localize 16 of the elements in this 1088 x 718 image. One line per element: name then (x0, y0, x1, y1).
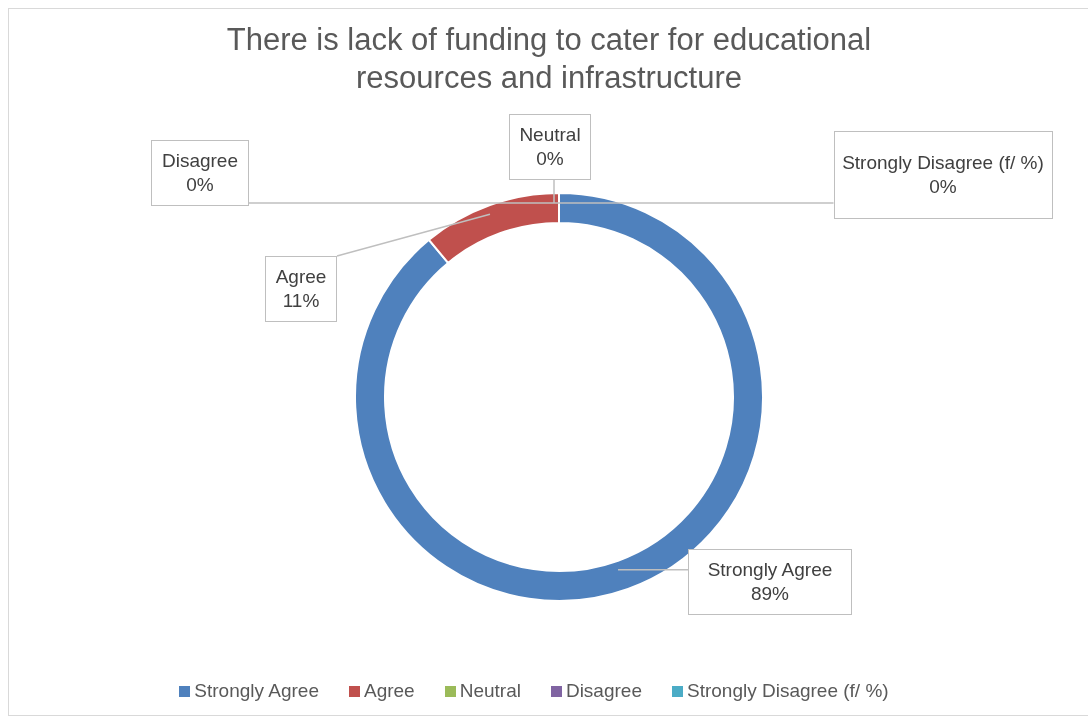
data-label: 89% (750, 582, 790, 606)
text: 0% (536, 148, 564, 169)
slice-label: Strongly Agree (707, 558, 833, 582)
legend-label: Strongly Agree (194, 680, 319, 701)
text: 0% (929, 176, 957, 197)
category-label: Neutral (519, 124, 581, 145)
legend-label: Disagree (565, 680, 642, 701)
data-label: 11% (282, 289, 320, 313)
legend-label: Neutral (459, 680, 521, 701)
category-label: Disagree (161, 150, 239, 171)
chart-title: There is lack of funding to cater for educational resources and infrastructure (225, 21, 873, 97)
category-label: Strongly Disagree (f/ %) (842, 152, 1044, 173)
slice-label: Agree (275, 265, 327, 289)
legend-label: Strongly Disagree (f/ %) (686, 680, 889, 701)
text: 0% (186, 174, 214, 195)
legend-label: Agree (363, 680, 415, 701)
